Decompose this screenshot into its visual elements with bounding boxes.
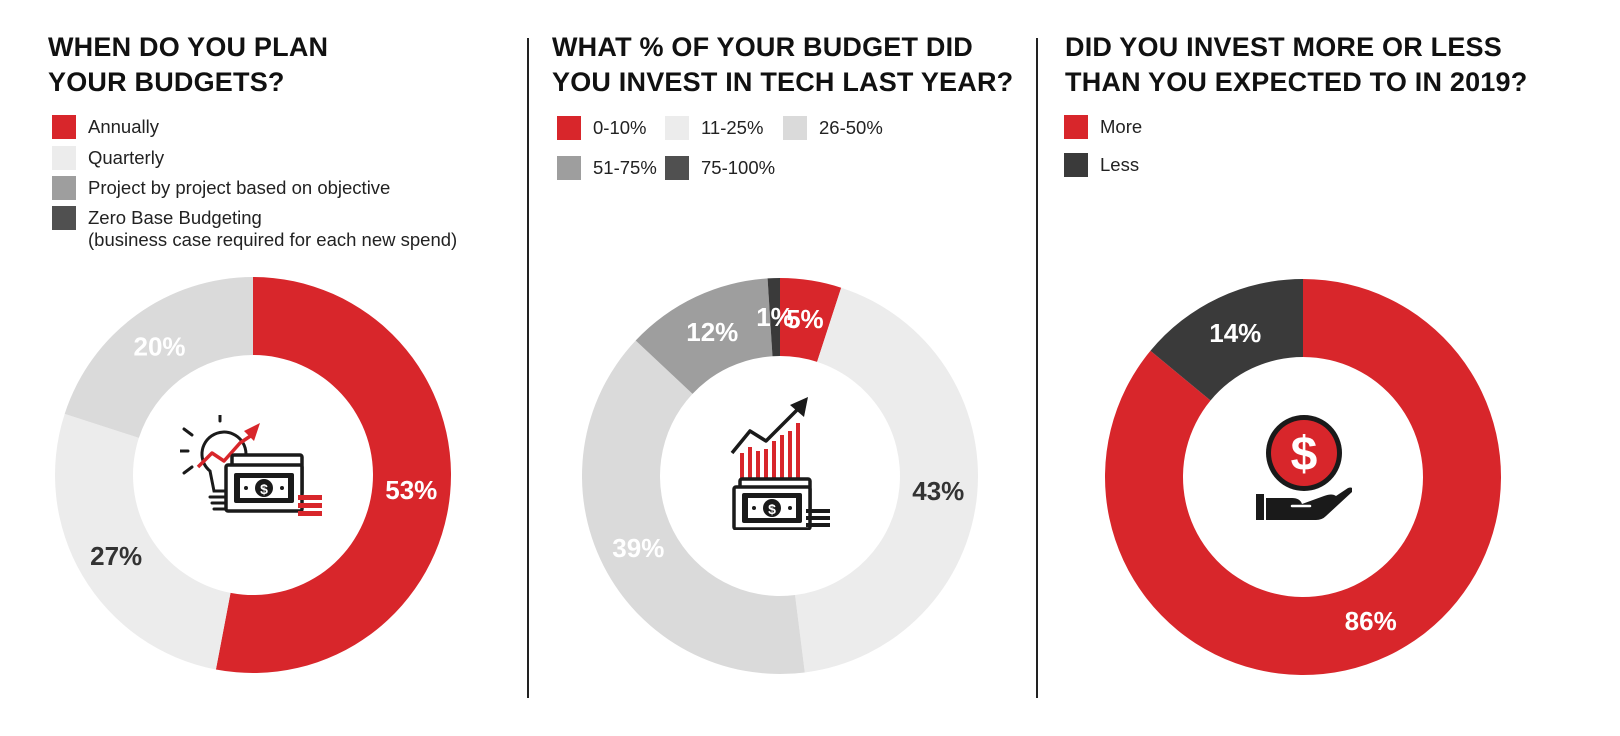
legend-swatch <box>52 146 76 170</box>
panel-divider <box>527 38 529 698</box>
chart-title-line: THAN YOU EXPECTED TO IN 2019? <box>1065 67 1528 97</box>
legend-label: Less <box>1100 154 1140 175</box>
data-label: 86% <box>1345 606 1397 636</box>
donut-slice <box>581 340 805 675</box>
legend-label: 51-75% <box>593 157 657 178</box>
legend-swatch <box>52 115 76 139</box>
legend-swatch <box>52 206 76 230</box>
lightbulb-money-icon: $ <box>180 415 322 516</box>
donut-chart: 86% 14% <box>1105 279 1501 675</box>
donut-slice <box>215 277 451 673</box>
legend-label: More <box>1100 116 1143 137</box>
legend-item-0-10: 0-10% <box>557 116 646 140</box>
data-label: 14% <box>1209 318 1261 348</box>
legend-label: 75-100% <box>701 157 776 178</box>
donut-slice <box>54 413 231 670</box>
svg-text:$: $ <box>1291 428 1318 481</box>
legend-swatch <box>557 156 581 180</box>
chart-title-line: WHAT % OF YOUR BUDGET DID <box>552 32 973 62</box>
legend-item-zero-base-budgeting: Zero Base Budgeting (business case requi… <box>52 206 457 251</box>
legend-item-26-50: 26-50% <box>783 116 883 140</box>
panel-divider <box>1036 38 1038 698</box>
chart-title: DID YOU INVEST MORE OR LESS THAN YOU EXP… <box>1065 30 1527 100</box>
legend-swatch <box>665 116 689 140</box>
legend-label: Project by project based on objective <box>88 177 391 198</box>
chart-panel-tech-investment: WHAT % OF YOUR BUDGET DID YOU INVEST IN … <box>548 0 1078 736</box>
data-label: 39% <box>612 533 664 563</box>
legend-swatch <box>1064 115 1088 139</box>
legend-item-51-75: 51-75% <box>557 156 657 180</box>
data-label: 12% <box>686 317 738 347</box>
legend-item-more: More <box>1064 115 1142 139</box>
chart-title: WHAT % OF YOUR BUDGET DID YOU INVEST IN … <box>552 30 1013 100</box>
donut-slice <box>64 277 253 438</box>
hand-dollar-coin-icon: $ <box>1256 415 1352 520</box>
legend-swatch <box>52 176 76 200</box>
legend-swatch <box>665 156 689 180</box>
chart-panel-investment-vs-expected: DID YOU INVEST MORE OR LESS THAN YOU EXP… <box>1064 0 1620 736</box>
donut-chart: 53% 27% 20% <box>54 277 451 673</box>
legend-item-less: Less <box>1064 153 1139 177</box>
legend-label: Annually <box>88 116 159 137</box>
legend-item-11-25: 11-25% <box>665 116 763 140</box>
chart-title-line: YOU INVEST IN TECH LAST YEAR? <box>552 67 1014 97</box>
chart-title-line: DID YOU INVEST MORE OR LESS <box>1065 32 1502 62</box>
chart-title-line: YOUR BUDGETS? <box>48 67 285 97</box>
chart-panel-budget-planning: WHEN DO YOU PLAN YOUR BUDGETS? Annually … <box>0 0 548 736</box>
data-label: 20% <box>134 331 186 361</box>
donut-slice <box>780 278 842 362</box>
legend-swatch <box>557 116 581 140</box>
legend-label: 11-25% <box>701 117 764 138</box>
donut-slice <box>795 287 979 673</box>
data-label: 27% <box>90 541 142 571</box>
data-label: 53% <box>385 475 437 505</box>
legend-label: Zero Base Budgeting (business case requi… <box>88 207 458 250</box>
legend-item-quarterly: Quarterly <box>52 146 164 170</box>
legend-swatch <box>783 116 807 140</box>
legend-label: Quarterly <box>88 147 165 168</box>
data-label: 43% <box>912 476 964 506</box>
donut-slice <box>635 278 773 394</box>
legend-item-annually: Annually <box>52 115 159 139</box>
donut-chart: 5% 43% 39% 12% 1% <box>581 278 979 675</box>
donut-slice <box>767 278 780 357</box>
data-label: 1% <box>756 302 794 332</box>
data-label: 5% <box>786 304 824 334</box>
legend-label: 26-50% <box>819 117 883 138</box>
svg-text:$: $ <box>768 501 776 517</box>
chart-title-line: WHEN DO YOU PLAN <box>48 32 329 62</box>
svg-text:$: $ <box>260 481 268 497</box>
legend-item-project-by-project: Project by project based on objective <box>52 176 390 200</box>
growth-chart-money-icon: $ <box>730 397 830 530</box>
chart-title: WHEN DO YOU PLAN YOUR BUDGETS? <box>48 30 328 100</box>
legend-item-75-100: 75-100% <box>665 156 775 180</box>
legend-label: 0-10% <box>593 117 647 138</box>
legend-swatch <box>1064 153 1088 177</box>
donut-slice <box>1105 279 1501 675</box>
donut-slice <box>1150 279 1303 401</box>
